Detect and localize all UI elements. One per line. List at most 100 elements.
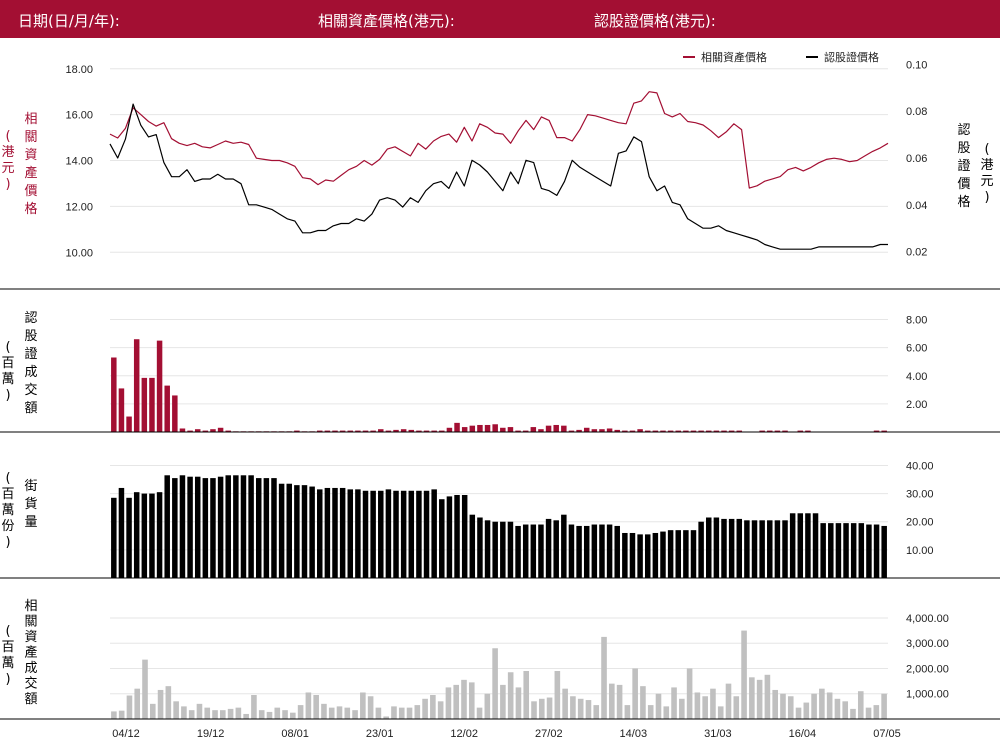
bar [721, 518, 727, 578]
bar [749, 677, 755, 719]
y-tick: 4,000.00 [906, 613, 949, 625]
bar [133, 492, 140, 578]
bar [172, 395, 178, 432]
bar [850, 523, 857, 578]
bar [492, 648, 498, 719]
bar [179, 428, 186, 432]
bar [725, 683, 732, 719]
bar [126, 497, 132, 578]
bar [614, 525, 620, 578]
bar [263, 478, 270, 578]
bar [614, 429, 620, 432]
bar [400, 490, 407, 578]
bar [683, 430, 689, 432]
y-left-label-char: 格 [24, 201, 37, 217]
bar [313, 695, 319, 719]
underlying-turnover-panel: 4,000.00 3,000.00 2,000.00 1,000.00 (百萬) 相關資產… [0, 599, 1000, 720]
bar [881, 693, 887, 719]
bar [118, 487, 125, 578]
bar [675, 430, 681, 432]
bar [591, 429, 598, 432]
underlying-price-line [109, 91, 889, 189]
y-label-char: 額 [24, 692, 37, 707]
bar [339, 487, 346, 578]
bar [317, 430, 323, 432]
bar [756, 679, 763, 719]
y-label-char: 產 [24, 645, 37, 661]
bar [679, 698, 685, 719]
bar [733, 696, 740, 719]
bar [324, 430, 331, 432]
bar [507, 672, 514, 719]
bar [702, 696, 708, 719]
y-right-unit-char: 元 [980, 174, 993, 189]
bar [772, 689, 778, 719]
bar [787, 696, 794, 719]
bar [577, 698, 584, 719]
legend-label: 認股證價格 [824, 50, 879, 64]
bar [690, 430, 697, 432]
bar [309, 486, 315, 578]
y-tick: 4.00 [906, 371, 927, 383]
bar [179, 475, 186, 578]
bar [133, 339, 140, 432]
bar [164, 475, 170, 578]
bar [866, 524, 872, 578]
bar [375, 707, 382, 719]
bar [652, 430, 659, 432]
bar [640, 686, 646, 719]
y-right-label-char: 價 [957, 177, 970, 192]
bar [111, 711, 117, 719]
y-tick: 1,000.00 [906, 689, 949, 701]
bar [393, 429, 399, 432]
bar [134, 688, 141, 719]
y-right-label-char: 格 [957, 194, 970, 210]
bar [554, 671, 561, 719]
bar [378, 429, 384, 432]
bar [609, 683, 615, 719]
bar [362, 490, 369, 578]
bar [570, 696, 576, 719]
bar [378, 490, 384, 578]
bar [522, 524, 529, 578]
bar [149, 377, 155, 432]
y-left-unit-char: 元 [1, 161, 14, 176]
y-label-char: 股 [24, 329, 37, 344]
bar [744, 520, 750, 578]
y-label-char: 成 [24, 661, 37, 676]
y-unit-char: ( [5, 471, 10, 486]
y-tick: 3,000.00 [906, 638, 949, 650]
bar [850, 708, 856, 719]
bar [453, 684, 460, 719]
bar [500, 427, 506, 432]
bar [492, 521, 498, 578]
bar [240, 475, 247, 578]
bar [667, 530, 674, 578]
bar [805, 430, 811, 432]
bar [385, 430, 392, 432]
bar [583, 427, 590, 432]
bar [445, 687, 452, 719]
bar [671, 687, 677, 719]
outstanding-panel: 40.00 30.00 20.00 10.00 (百萬份) 街貨量 [0, 460, 1000, 579]
bar [865, 707, 872, 719]
x-tick-label: 23/01 [366, 728, 394, 740]
bar [220, 710, 226, 719]
bar [141, 493, 148, 578]
bar [274, 707, 281, 719]
bar [439, 430, 445, 432]
bar [188, 710, 195, 719]
y-unit-char: 萬 [1, 656, 14, 671]
bar [416, 430, 422, 432]
bar [383, 716, 389, 719]
bar [507, 521, 514, 578]
bar [675, 530, 681, 578]
y-label-char: 證 [24, 346, 37, 362]
bar [593, 705, 600, 719]
y-left-tick: 16.00 [65, 110, 93, 122]
y-right-label-char: 認 [957, 122, 970, 138]
bar [857, 691, 864, 719]
bar [477, 424, 483, 432]
y-right-label-char: 股 [957, 141, 970, 156]
